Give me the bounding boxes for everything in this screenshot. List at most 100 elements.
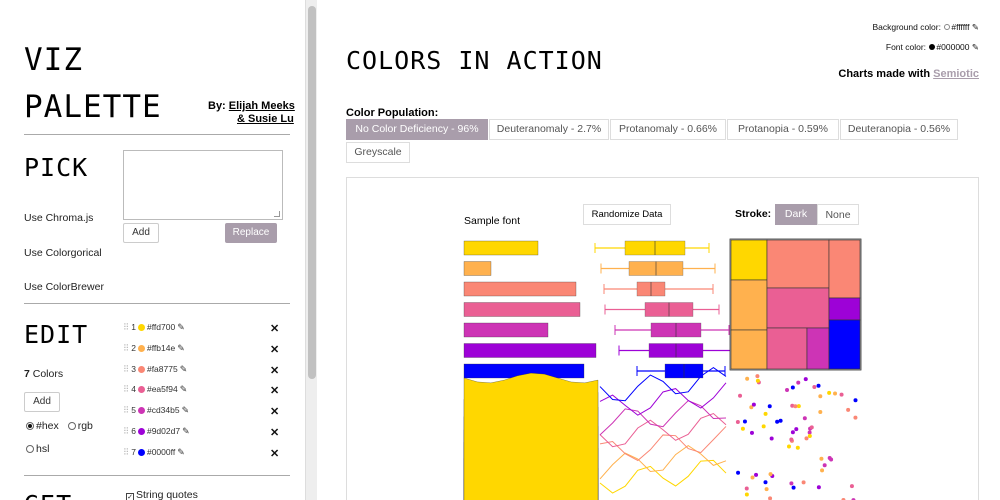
sample-scatter-point	[742, 419, 747, 424]
tab-protanopia[interactable]: Protanopia - 0.59%	[727, 119, 839, 140]
edit-pencil-icon[interactable]: ✎	[179, 384, 188, 395]
sample-scatter-point	[794, 427, 799, 432]
stroke-label: Stroke:	[735, 208, 772, 220]
color-hex-value: #9d02d7	[146, 426, 181, 436]
color-swatch	[137, 428, 145, 435]
color-index: 7	[131, 446, 136, 457]
sample-scatter-point	[827, 390, 832, 395]
color-index: 3	[131, 363, 136, 374]
drag-handle-icon[interactable]: ⠿	[123, 342, 130, 353]
sample-scatter-point	[812, 385, 817, 390]
drag-handle-icon[interactable]: ⠿	[123, 405, 130, 416]
color-row[interactable]: ⠿ 1 #ffd700 ✎	[123, 322, 185, 336]
color-index: 5	[131, 405, 136, 416]
add-palette-button[interactable]: Add	[123, 223, 159, 243]
edit-pencil-icon[interactable]: ✎	[182, 426, 190, 436]
right-panel: Background color: #ffffff ✎ Font color: …	[317, 0, 1000, 500]
sample-scatter-point	[744, 486, 749, 491]
tab-protanomaly[interactable]: Protanomaly - 0.66%	[610, 119, 726, 140]
edit-pencil-icon[interactable]: ✎	[179, 363, 188, 374]
font-color-value: #000000	[936, 42, 970, 52]
color-row[interactable]: ⠿ 2 #ffb14e ✎	[123, 343, 185, 357]
font-color-label: Font color:	[885, 42, 927, 52]
tab-no-color-deficiency[interactable]: No Color Deficiency - 96%	[346, 119, 488, 140]
sample-scatter-point	[833, 391, 838, 396]
sample-scatter-point	[818, 394, 823, 399]
use-colorgorical-link[interactable]: Use Colorgorical	[24, 247, 102, 259]
background-edit-pencil-icon[interactable]: ✎	[971, 22, 979, 32]
sample-scatter-point	[853, 398, 858, 403]
divider	[24, 475, 290, 476]
use-colorbrewer-link[interactable]: Use ColorBrewer	[24, 281, 104, 293]
stroke-none-button[interactable]: None	[817, 204, 859, 225]
color-row[interactable]: ⠿ 6 #9d02d7 ✎	[123, 426, 190, 440]
hsl-radio[interactable]	[26, 445, 34, 453]
tab-deuteranopia[interactable]: Deuteranopia - 0.56%	[840, 119, 958, 140]
remove-color-icon[interactable]: ✕	[270, 406, 280, 419]
scrollbar[interactable]	[305, 0, 317, 500]
drag-handle-icon[interactable]: ⠿	[123, 384, 130, 395]
color-row[interactable]: ⠿ 7 #0000ff ✎	[123, 447, 185, 461]
colors-count-word: Colors	[29, 368, 64, 380]
background-color-setting: Background color: #ffffff ✎	[872, 22, 979, 33]
remove-color-icon[interactable]: ✕	[270, 447, 280, 460]
sample-scatter-point	[820, 468, 825, 473]
rgb-radio[interactable]	[67, 422, 76, 430]
scrollbar-thumb[interactable]	[308, 6, 316, 379]
color-row[interactable]: ⠿ 5 #cd34b5 ✎	[123, 405, 189, 419]
color-swatch	[137, 344, 145, 352]
sample-treemap-cell	[730, 279, 768, 331]
sample-scatter-point	[818, 409, 823, 414]
remove-color-icon[interactable]: ✕	[270, 427, 280, 439]
drag-handle-icon[interactable]: ⠿	[123, 322, 130, 332]
tab-greyscale[interactable]: Greyscale	[346, 142, 410, 163]
palette-textarea[interactable]	[123, 150, 283, 220]
byline: By: Elijah Meeks	[208, 100, 295, 112]
stroke-dark-button[interactable]: Dark	[775, 204, 817, 225]
randomize-data-button[interactable]: Randomize Data	[583, 204, 671, 225]
sample-scatter-point	[789, 437, 794, 442]
edit-pencil-icon[interactable]: ✎	[181, 405, 190, 416]
sample-scatter-point	[764, 487, 769, 492]
semiotic-link[interactable]: Semiotic	[933, 68, 979, 80]
edit-pencil-icon[interactable]: ✎	[177, 322, 185, 332]
remove-color-icon[interactable]: ✕	[270, 364, 280, 377]
sample-scatter-point	[786, 444, 791, 449]
sample-font-label: Sample font	[464, 215, 521, 227]
sample-scatter-point	[789, 481, 794, 486]
tab-deuteranomaly[interactable]: Deuteranomaly - 2.7%	[489, 119, 609, 140]
color-swatch	[137, 365, 145, 373]
sample-bar	[463, 261, 492, 276]
drag-handle-icon[interactable]: ⠿	[123, 363, 130, 374]
resize-handle-icon[interactable]	[274, 211, 280, 217]
hex-radio[interactable]	[26, 422, 34, 430]
sample-scatter-point	[768, 496, 773, 500]
sample-treemap-cell	[766, 287, 830, 329]
remove-color-icon[interactable]: ✕	[270, 323, 280, 335]
replace-palette-button[interactable]: Replace	[225, 223, 277, 243]
color-swatch	[137, 407, 145, 415]
page-title: COLORS IN ACTION	[346, 46, 603, 75]
sample-treemap-cell	[828, 297, 861, 321]
sample-scatter-point	[816, 485, 821, 490]
string-quotes-checkbox[interactable]: ✓	[126, 493, 134, 500]
color-row[interactable]: ⠿ 3 #fa8775 ✎	[123, 364, 187, 378]
remove-color-icon[interactable]: ✕	[270, 343, 280, 356]
sample-scatter-point	[749, 430, 754, 435]
author-link-elijah[interactable]: Elijah Meeks	[228, 100, 295, 112]
edit-pencil-icon[interactable]: ✎	[177, 446, 185, 457]
sample-bar	[463, 281, 577, 297]
sample-scatter-point	[778, 418, 783, 423]
add-color-button[interactable]: Add	[24, 392, 60, 412]
drag-handle-icon[interactable]: ⠿	[123, 446, 130, 457]
color-row[interactable]: ⠿ 4 #ea5f94 ✎	[123, 384, 187, 398]
background-color-label: Background color:	[872, 22, 941, 32]
author-link-susie[interactable]: & Susie Lu	[237, 113, 294, 125]
drag-handle-icon[interactable]: ⠿	[123, 426, 130, 436]
font-edit-pencil-icon[interactable]: ✎	[971, 42, 979, 52]
remove-color-icon[interactable]: ✕	[270, 385, 280, 398]
sample-scatter-point	[763, 480, 768, 485]
divider	[24, 303, 290, 304]
edit-pencil-icon[interactable]: ✎	[177, 342, 185, 353]
use-chroma-link[interactable]: Use Chroma.js	[24, 212, 94, 224]
